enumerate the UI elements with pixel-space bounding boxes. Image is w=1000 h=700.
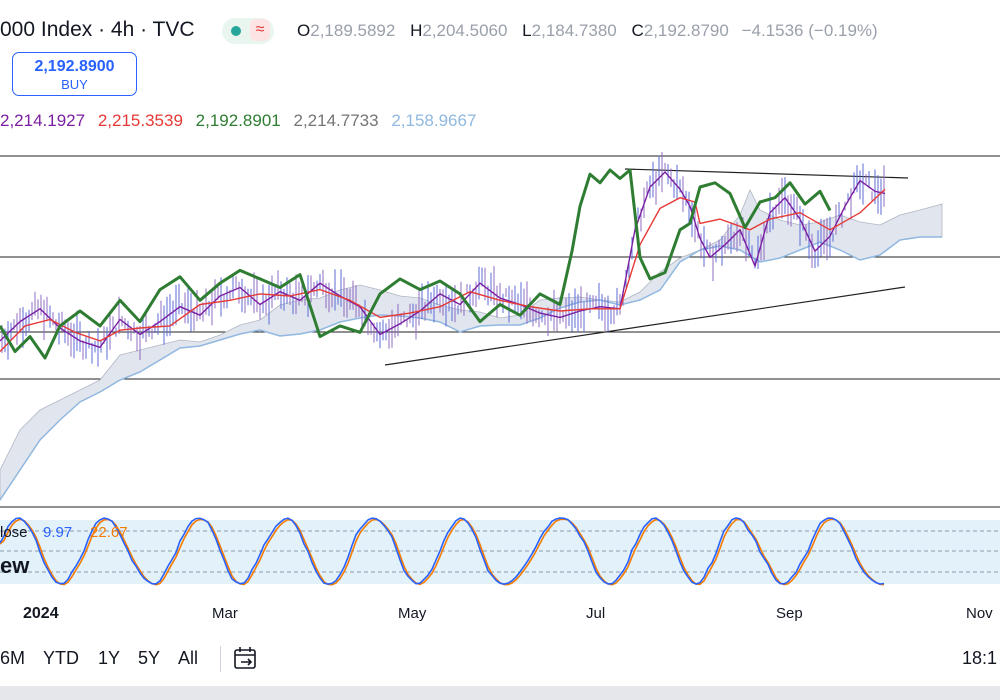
ohlc-high-key: H [410,21,423,40]
indicator-value-base: 2,215.3539 [97,111,183,130]
ohlc-values: O2,189.5892 H2,204.5060 L2,184.7380 C2,1… [297,21,878,41]
ohlc-change: −4.1536 (−0.19%) [741,21,878,40]
market-open-dot-icon [231,26,241,36]
trendlines [384,168,909,366]
upper-trendline [624,168,909,179]
oscillator-line-2 [0,517,885,585]
buy-label: BUY [61,77,88,92]
ohlc-open-key: O [297,21,311,40]
indicator-lines [0,168,886,360]
calendar-range-icon[interactable] [232,644,260,672]
indicator-line-3 [0,168,832,360]
status-pill[interactable]: ≈ [222,18,274,44]
delayed-data-icon: ≈ [250,19,270,41]
indicator-line-1 [0,171,886,348]
indicator-line-2 [0,188,886,352]
price-chart[interactable]: 2024 Mar May Jul Sep Nov lose 9.97 22.67… [0,0,1000,640]
clock-time: 18:1 [962,648,998,668]
indicator-value-conversion: 2,214.1927 [0,111,86,130]
window-bottom-edge [0,686,1000,700]
ohlc-low-key: L [522,21,532,40]
oscillator-value-1: 9.97 [43,524,72,541]
time-label-sep: Sep [776,605,803,622]
ohlc-low-value: 2,184.7380 [531,21,617,40]
time-label-mar: Mar [212,605,238,622]
ohlc-high-value: 2,204.5060 [422,21,508,40]
indicator-value-span-a: 2,214.7733 [293,111,379,130]
time-axis: 2024 Mar May Jul Sep Nov [23,605,993,622]
ohlc-open-value: 2,189.5892 [310,21,396,40]
lower-trendline [384,286,906,366]
indicator-value-span-b: 2,158.9667 [391,111,477,130]
horizontal-lines [0,155,1000,508]
ichimoku-cloud [0,189,943,501]
oscillator-overlay-label: ew [0,553,30,578]
time-label-nov: Nov [966,605,993,622]
range-ytd-button[interactable]: YTD [43,648,79,668]
symbol-title[interactable]: 000 Index · 4h · TVC [0,18,195,41]
indicator-legend: 2,214.1927 2,215.3539 2,192.8901 2,214.7… [0,111,484,131]
range-1y-button[interactable]: 1Y [98,648,121,668]
price-candles [1,151,885,367]
chart-header: 000 Index · 4h · TVC ≈ O2,189.5892 H2,20… [0,14,1000,48]
cloud-lower-edge [0,236,942,501]
time-label-may: May [398,605,427,622]
time-label-jul: Jul [586,605,605,622]
indicator-value-lagging: 2,192.8901 [195,111,281,130]
toolbar-divider [220,646,221,672]
range-6m-button[interactable]: 6M [0,648,26,668]
oscillator-band [0,520,1000,584]
buy-button[interactable]: 2,192.8900 BUY [12,52,137,96]
oscillator-label: lose [0,524,28,541]
oscillator-value-2: 22.67 [90,524,128,541]
time-label-2024: 2024 [23,605,59,622]
bottom-toolbar: 6M YTD 1Y 5Y All 18:1 [0,640,1000,680]
range-all-button[interactable]: All [178,648,199,668]
range-5y-button[interactable]: 5Y [138,648,161,668]
oscillator-lines [0,517,1000,586]
ohlc-close-key: C [631,21,644,40]
buy-price: 2,192.8900 [34,58,115,75]
ohlc-close-value: 2,192.8790 [643,21,729,40]
